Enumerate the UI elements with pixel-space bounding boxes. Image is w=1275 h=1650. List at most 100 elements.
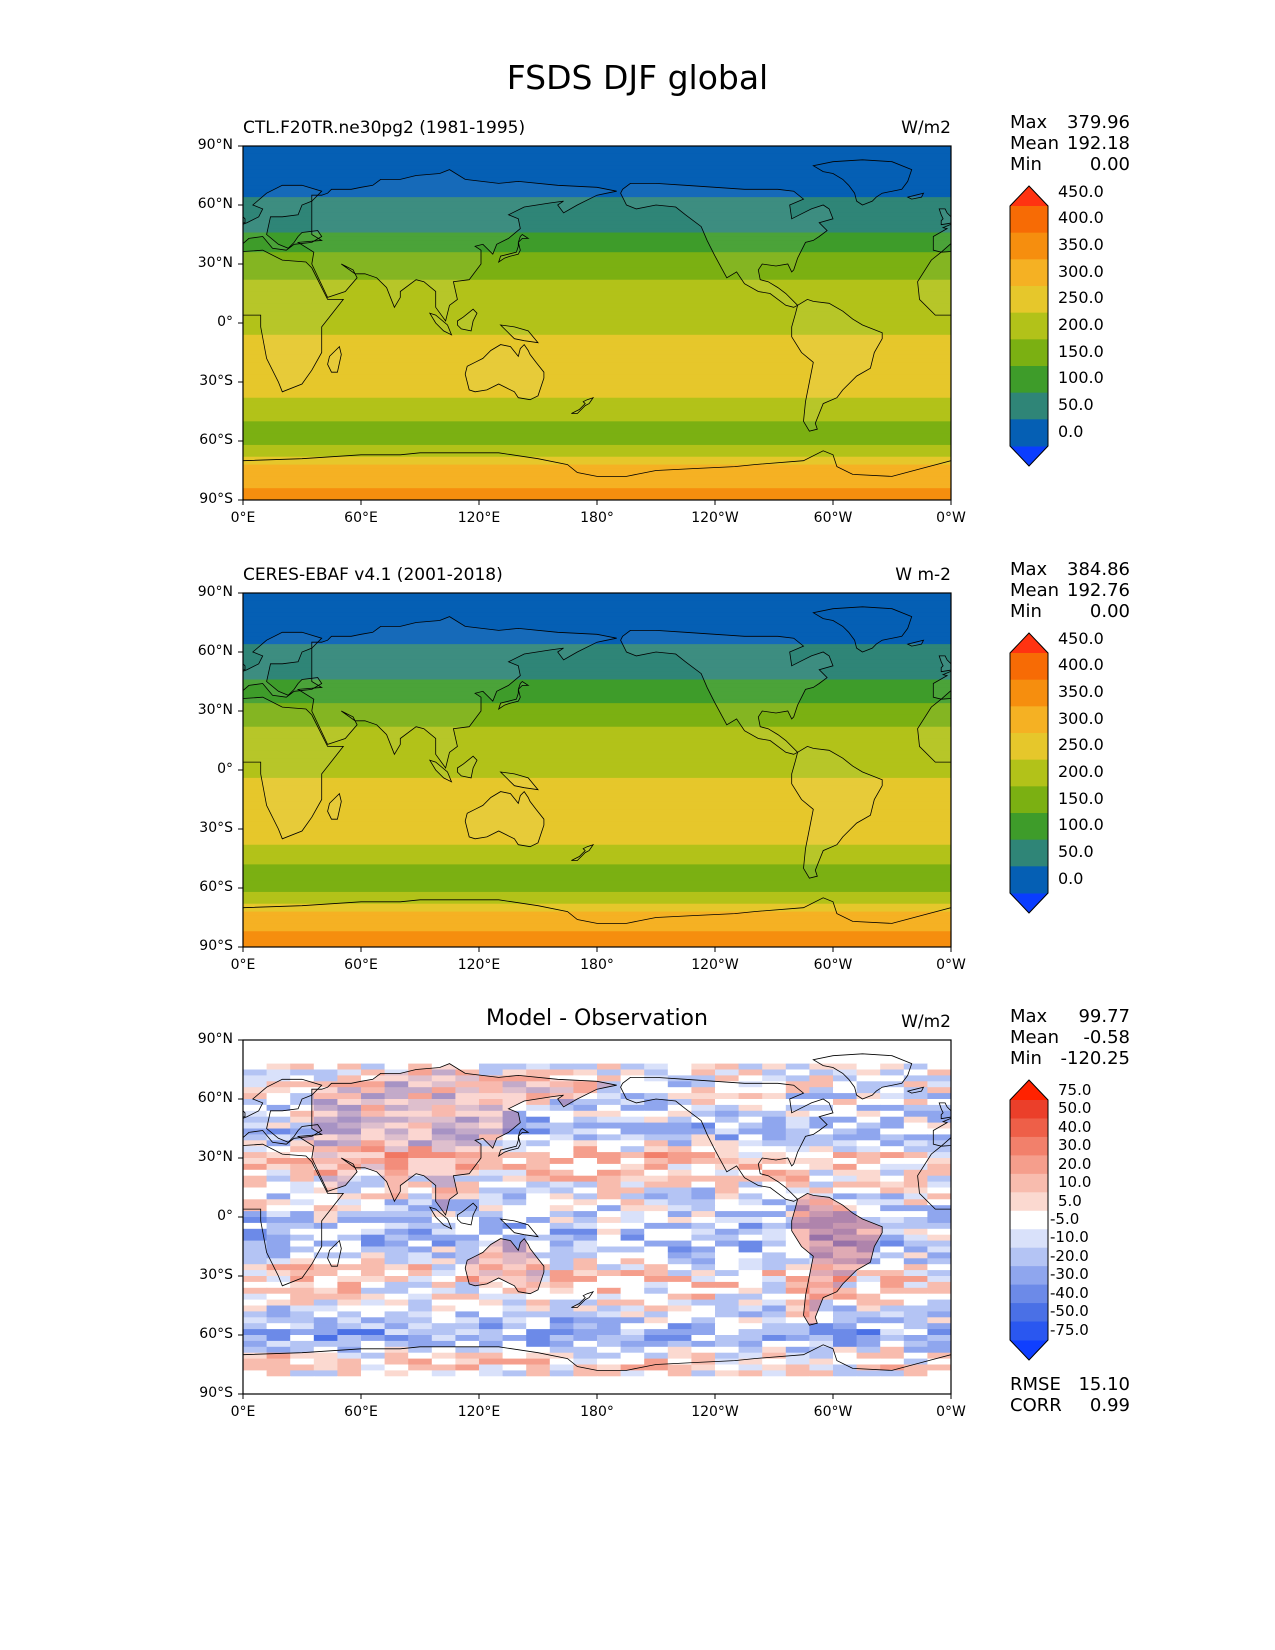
field-cell xyxy=(431,1116,456,1124)
land-tint-asia xyxy=(298,616,617,768)
land-tint-newguinea xyxy=(500,772,538,790)
field-cell xyxy=(856,1258,881,1265)
panel-left-title: CTL.F20TR.ne30pg2 (1981-1995) xyxy=(243,118,526,138)
field-cell xyxy=(479,1335,504,1342)
field-cell xyxy=(502,1158,527,1165)
field-cell xyxy=(290,1181,315,1189)
field-cell xyxy=(738,1116,763,1124)
field-cell xyxy=(762,1163,787,1171)
field-cell xyxy=(384,1205,409,1212)
field-cell xyxy=(833,1240,858,1248)
field-cell xyxy=(290,1063,315,1071)
lat-tick-label: 60°N xyxy=(197,196,233,212)
field-cell xyxy=(738,1382,763,1389)
field-cell xyxy=(856,1293,881,1301)
lon-tick-label: 180° xyxy=(580,510,614,526)
field-cell xyxy=(290,1240,315,1248)
field-cell xyxy=(526,1228,551,1236)
field-cell xyxy=(455,1240,480,1248)
field-cell xyxy=(549,1158,574,1165)
land-tint-africa xyxy=(243,250,344,392)
field-cell xyxy=(479,1193,504,1200)
field-cell xyxy=(243,1264,268,1271)
colorbar-label: 50.0 xyxy=(1058,395,1094,414)
field-cell xyxy=(526,1187,551,1194)
field-cell xyxy=(384,1234,409,1242)
field-cell xyxy=(290,1187,315,1194)
field-cell xyxy=(431,1193,456,1200)
field-cell xyxy=(549,1305,574,1312)
field-cell xyxy=(644,1193,669,1200)
field-cell xyxy=(785,1299,810,1307)
field-cell xyxy=(313,1382,338,1389)
field-cell xyxy=(903,1181,928,1189)
field-cell xyxy=(290,1128,315,1135)
field-cell xyxy=(620,1116,645,1124)
field-band xyxy=(243,425,951,430)
field-cell xyxy=(337,1281,362,1289)
field-cell xyxy=(809,1234,834,1242)
field-cell xyxy=(785,1040,810,1047)
field-cell xyxy=(290,1163,315,1171)
field-cell xyxy=(455,1281,480,1289)
field-cell xyxy=(502,1228,527,1236)
field-cell xyxy=(738,1222,763,1230)
coastline-greenland xyxy=(812,606,913,653)
field-cell xyxy=(455,1063,480,1071)
field-cell xyxy=(691,1057,716,1065)
field-cell xyxy=(880,1158,905,1165)
field-cell xyxy=(526,1358,551,1366)
field-cell xyxy=(880,1246,905,1253)
colorbar-label: -30.0 xyxy=(1050,1265,1089,1284)
field-band xyxy=(243,362,951,367)
field-cell xyxy=(549,1258,574,1265)
field-cell xyxy=(266,1075,291,1082)
field-cell xyxy=(502,1134,527,1141)
field-band xyxy=(243,691,951,696)
field-cell xyxy=(927,1063,951,1071)
field-cell xyxy=(479,1329,504,1336)
land-tint-sumatra xyxy=(429,760,452,782)
field-cell xyxy=(620,1051,645,1059)
field-cell xyxy=(313,1317,338,1324)
field-cell xyxy=(479,1087,504,1094)
field-cell xyxy=(833,1352,858,1360)
field-cell xyxy=(266,1382,291,1389)
field-cell xyxy=(290,1040,315,1047)
field-cell xyxy=(455,1317,480,1324)
field-band xyxy=(243,817,951,822)
field-cell xyxy=(290,1364,315,1371)
field-cell xyxy=(266,1246,291,1253)
field-cell xyxy=(809,1323,834,1330)
field-cell xyxy=(738,1258,763,1265)
field-cell xyxy=(408,1370,433,1377)
field-cell xyxy=(243,1317,268,1324)
field-cell xyxy=(785,1370,810,1377)
field-cell xyxy=(809,1370,834,1377)
coastline-greenland xyxy=(812,159,913,206)
field-cell xyxy=(927,1040,951,1047)
field-cell xyxy=(573,1305,598,1312)
colorbar-label: 400.0 xyxy=(1058,655,1104,675)
field-cell xyxy=(502,1388,527,1394)
field-cell xyxy=(337,1175,362,1183)
stat-value-min: 0.00 xyxy=(1089,154,1130,175)
field-cell xyxy=(431,1222,456,1230)
field-cell xyxy=(785,1152,810,1159)
field-cell xyxy=(927,1069,951,1076)
field-cell xyxy=(266,1051,291,1059)
field-cell xyxy=(313,1087,338,1094)
lat-tick-label: 90°S xyxy=(199,491,233,507)
field-cell xyxy=(549,1051,574,1059)
field-cell xyxy=(431,1376,456,1383)
field-cell xyxy=(266,1252,291,1259)
field-cell xyxy=(833,1234,858,1242)
field-cell xyxy=(715,1346,740,1354)
field-cell xyxy=(644,1181,669,1189)
field-cell xyxy=(691,1287,716,1295)
field-cell xyxy=(667,1376,692,1383)
field-cell xyxy=(644,1252,669,1259)
field-cell xyxy=(431,1329,456,1336)
field-cell xyxy=(880,1329,905,1336)
field-cell xyxy=(313,1045,338,1053)
